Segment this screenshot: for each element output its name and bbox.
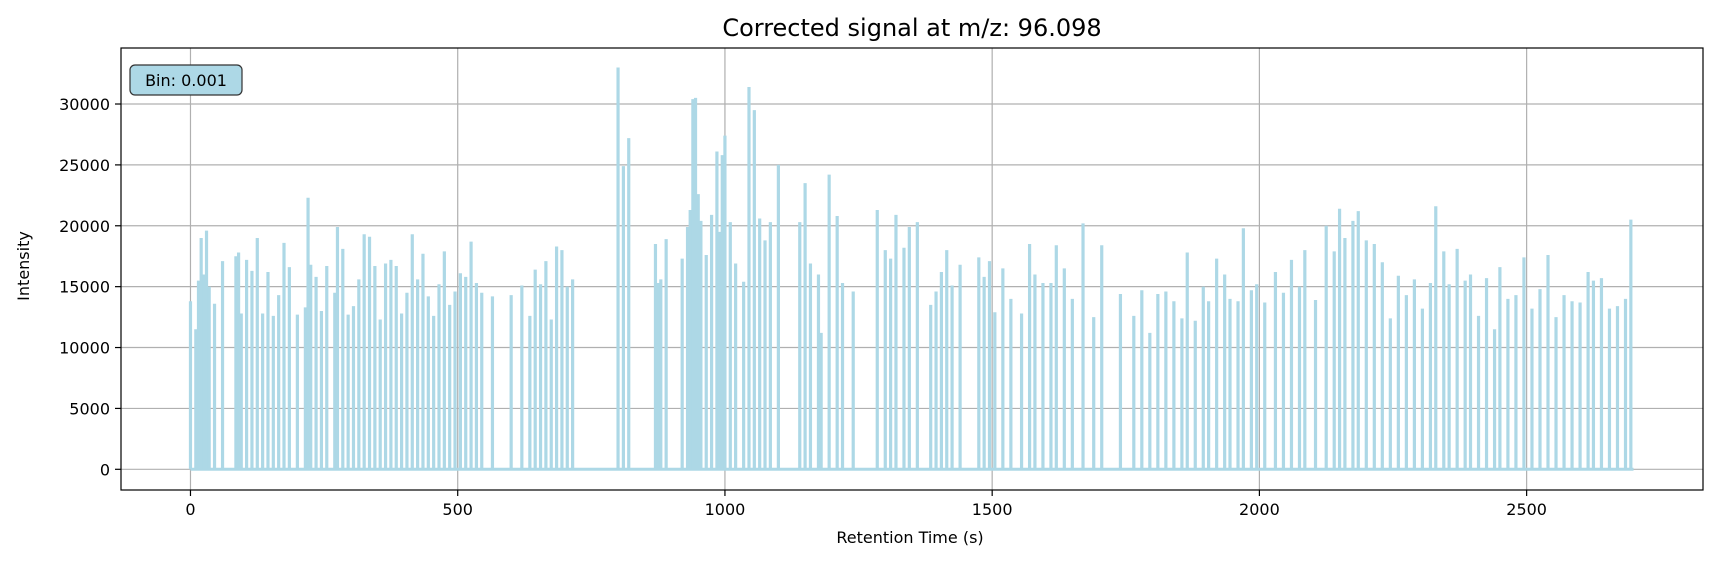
bin-annotation-box xyxy=(129,64,243,96)
y-tick-label: 5000 xyxy=(69,399,110,418)
x-tick-label: 2500 xyxy=(1506,500,1547,519)
y-axis-title: Intensity xyxy=(14,231,33,301)
x-tick-label: 1000 xyxy=(705,500,746,519)
y-tick-label: 10000 xyxy=(59,339,110,358)
plot-area-frame xyxy=(120,47,1704,491)
bin-annotation: Bin: 0.001 xyxy=(129,64,243,96)
y-tick-label: 0 xyxy=(100,460,110,479)
chart-title: Corrected signal at m/z: 96.098 xyxy=(722,14,1101,42)
ticks: 0 500 1000 1500 2000 250005000100001500020000… xyxy=(59,95,1547,519)
x-tick-label: 2000 xyxy=(1239,500,1280,519)
y-tick-label: 30000 xyxy=(59,95,110,114)
x-tick-label: 500 xyxy=(442,500,473,519)
y-tick-label: 20000 xyxy=(59,217,110,236)
x-axis-title: Retention Time (s) xyxy=(836,528,983,547)
y-tick-label: 15000 xyxy=(59,278,110,297)
series-layer xyxy=(188,67,1634,471)
y-tick-label: 25000 xyxy=(59,156,110,175)
x-tick-label: 0 xyxy=(185,500,195,519)
x-tick-label: 1500 xyxy=(972,500,1013,519)
bin-annotation-text: Bin: 0.001 xyxy=(145,71,227,90)
